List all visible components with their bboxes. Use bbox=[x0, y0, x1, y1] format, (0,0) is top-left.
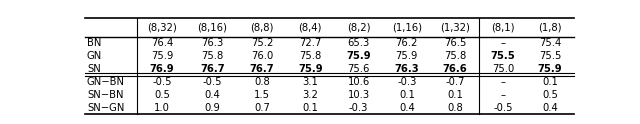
Text: BN: BN bbox=[87, 38, 101, 48]
Text: 0.5: 0.5 bbox=[154, 90, 170, 100]
Text: 75.5: 75.5 bbox=[490, 51, 515, 61]
Text: 76.3: 76.3 bbox=[394, 64, 419, 74]
Text: 10.3: 10.3 bbox=[348, 90, 370, 100]
Text: –: – bbox=[500, 77, 506, 87]
Text: 76.7: 76.7 bbox=[250, 64, 275, 74]
Text: 0.9: 0.9 bbox=[205, 103, 221, 113]
Text: SN−BN: SN−BN bbox=[87, 90, 124, 100]
Text: 75.4: 75.4 bbox=[539, 38, 561, 48]
Text: (8,16): (8,16) bbox=[198, 22, 227, 32]
Text: 1.0: 1.0 bbox=[154, 103, 170, 113]
Text: 0.1: 0.1 bbox=[302, 103, 318, 113]
Text: –: – bbox=[500, 90, 506, 100]
Text: (8,8): (8,8) bbox=[250, 22, 274, 32]
Text: 76.6: 76.6 bbox=[443, 64, 467, 74]
Text: 75.6: 75.6 bbox=[348, 64, 370, 74]
Text: 0.4: 0.4 bbox=[399, 103, 415, 113]
Text: -0.5: -0.5 bbox=[152, 77, 172, 87]
Text: (1,16): (1,16) bbox=[392, 22, 422, 32]
Text: 3.2: 3.2 bbox=[302, 90, 318, 100]
Text: 75.5: 75.5 bbox=[539, 51, 561, 61]
Text: 76.5: 76.5 bbox=[444, 38, 467, 48]
Text: 76.7: 76.7 bbox=[200, 64, 225, 74]
Text: (8,4): (8,4) bbox=[299, 22, 322, 32]
Text: -0.5: -0.5 bbox=[203, 77, 222, 87]
Text: 75.9: 75.9 bbox=[396, 51, 418, 61]
Text: 0.4: 0.4 bbox=[542, 103, 558, 113]
Text: 75.9: 75.9 bbox=[151, 51, 173, 61]
Text: -0.3: -0.3 bbox=[397, 77, 417, 87]
Text: 0.8: 0.8 bbox=[254, 77, 270, 87]
Text: SN−GN: SN−GN bbox=[87, 103, 124, 113]
Text: 0.1: 0.1 bbox=[399, 90, 415, 100]
Text: (8,2): (8,2) bbox=[347, 22, 371, 32]
Text: 0.1: 0.1 bbox=[542, 77, 558, 87]
Text: 10.6: 10.6 bbox=[348, 77, 370, 87]
Text: 76.2: 76.2 bbox=[396, 38, 418, 48]
Text: (8,32): (8,32) bbox=[147, 22, 177, 32]
Text: 76.3: 76.3 bbox=[202, 38, 224, 48]
Text: 75.8: 75.8 bbox=[444, 51, 467, 61]
Text: 75.9: 75.9 bbox=[346, 51, 371, 61]
Text: SN: SN bbox=[87, 64, 100, 74]
Text: 75.2: 75.2 bbox=[251, 38, 273, 48]
Text: 75.0: 75.0 bbox=[492, 64, 514, 74]
Text: 0.7: 0.7 bbox=[254, 103, 270, 113]
Text: 75.9: 75.9 bbox=[298, 64, 323, 74]
Text: (8,1): (8,1) bbox=[491, 22, 515, 32]
Text: 0.4: 0.4 bbox=[205, 90, 220, 100]
Text: 75.8: 75.8 bbox=[202, 51, 224, 61]
Text: 75.8: 75.8 bbox=[299, 51, 321, 61]
Text: 0.8: 0.8 bbox=[447, 103, 463, 113]
Text: 76.4: 76.4 bbox=[151, 38, 173, 48]
Text: 65.3: 65.3 bbox=[348, 38, 370, 48]
Text: 76.0: 76.0 bbox=[251, 51, 273, 61]
Text: -0.5: -0.5 bbox=[493, 103, 513, 113]
Text: GN−BN: GN−BN bbox=[87, 77, 125, 87]
Text: 76.9: 76.9 bbox=[150, 64, 174, 74]
Text: 72.7: 72.7 bbox=[299, 38, 321, 48]
Text: (1,32): (1,32) bbox=[440, 22, 470, 32]
Text: -0.3: -0.3 bbox=[349, 103, 368, 113]
Text: -0.7: -0.7 bbox=[445, 77, 465, 87]
Text: 1.5: 1.5 bbox=[254, 90, 270, 100]
Text: 0.1: 0.1 bbox=[447, 90, 463, 100]
Text: –: – bbox=[500, 38, 506, 48]
Text: 3.1: 3.1 bbox=[302, 77, 318, 87]
Text: 75.9: 75.9 bbox=[538, 64, 563, 74]
Text: 0.5: 0.5 bbox=[542, 90, 558, 100]
Text: (1,8): (1,8) bbox=[538, 22, 562, 32]
Text: GN: GN bbox=[87, 51, 102, 61]
